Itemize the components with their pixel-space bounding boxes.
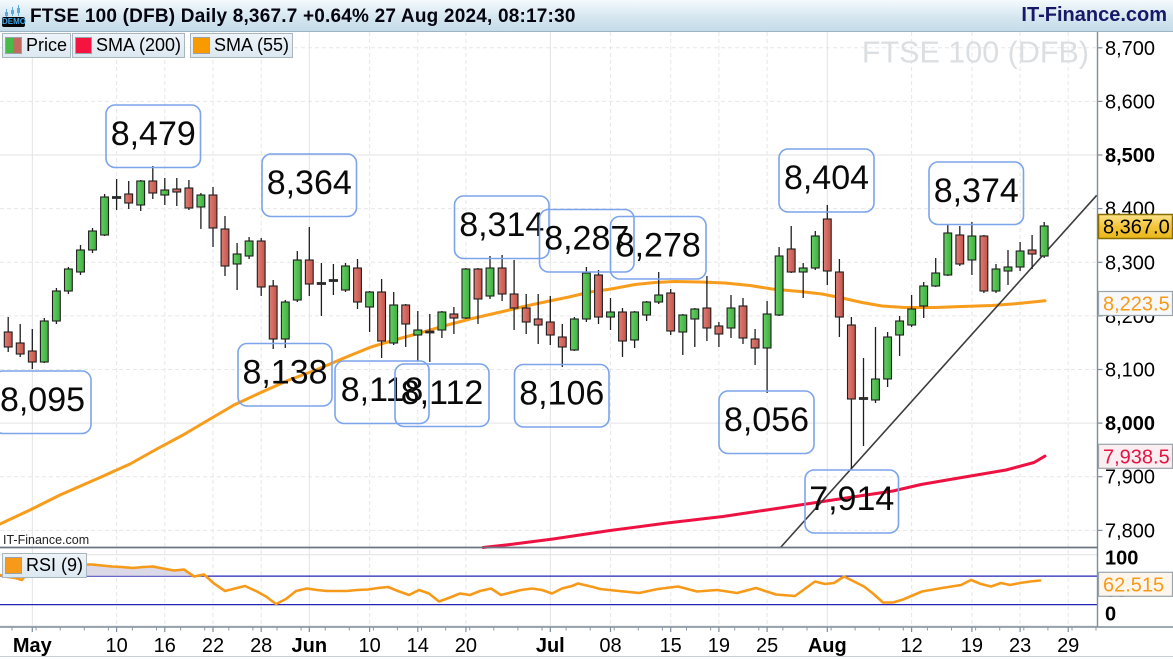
- svg-text:8,600: 8,600: [1105, 91, 1155, 113]
- svg-text:8,112: 8,112: [401, 374, 484, 412]
- svg-text:19: 19: [708, 635, 730, 657]
- svg-text:8,095: 8,095: [0, 381, 85, 419]
- svg-text:8,367.0: 8,367.0: [1103, 217, 1170, 239]
- svg-text:8,138: 8,138: [242, 353, 327, 391]
- svg-text:8,404: 8,404: [784, 159, 869, 197]
- svg-text:8,364: 8,364: [267, 164, 352, 202]
- svg-text:8,278: 8,278: [616, 226, 701, 264]
- svg-text:FTSE 100 (DFB): FTSE 100 (DFB): [862, 36, 1089, 70]
- svg-text:16: 16: [154, 635, 176, 657]
- svg-text:62.515: 62.515: [1103, 574, 1164, 596]
- svg-text:7,914: 7,914: [809, 480, 894, 518]
- svg-text:19: 19: [961, 635, 983, 657]
- svg-text:7,900: 7,900: [1105, 467, 1155, 489]
- svg-text:8,223.5: 8,223.5: [1103, 294, 1170, 316]
- svg-text:IT-Finance.com: IT-Finance.com: [3, 533, 89, 547]
- svg-text:29: 29: [1057, 635, 1079, 657]
- svg-text:08: 08: [599, 635, 621, 657]
- svg-text:0: 0: [1105, 604, 1116, 626]
- svg-text:Aug: Aug: [808, 635, 847, 657]
- svg-text:Jun: Jun: [292, 635, 328, 657]
- svg-text:10: 10: [105, 635, 127, 657]
- svg-text:8,118: 8,118: [341, 371, 424, 409]
- svg-text:100: 100: [1105, 548, 1138, 570]
- svg-text:8,000: 8,000: [1105, 413, 1155, 435]
- svg-text:May: May: [13, 635, 53, 657]
- svg-text:28: 28: [250, 635, 272, 657]
- svg-text:12: 12: [900, 635, 922, 657]
- svg-text:20: 20: [455, 635, 477, 657]
- svg-text:8,314: 8,314: [459, 206, 544, 244]
- svg-text:8,056: 8,056: [724, 401, 809, 439]
- svg-text:15: 15: [660, 635, 682, 657]
- svg-text:8,374: 8,374: [934, 172, 1019, 210]
- svg-text:8,300: 8,300: [1105, 252, 1155, 274]
- svg-text:8,700: 8,700: [1105, 38, 1155, 60]
- svg-text:23: 23: [1009, 635, 1031, 657]
- svg-text:8,479: 8,479: [111, 115, 196, 153]
- svg-text:7,938.5: 7,938.5: [1103, 446, 1170, 468]
- svg-text:10: 10: [358, 635, 380, 657]
- svg-text:8,287: 8,287: [544, 219, 629, 257]
- svg-text:8,106: 8,106: [519, 374, 604, 412]
- svg-text:8,100: 8,100: [1105, 360, 1155, 382]
- svg-text:25: 25: [756, 635, 778, 657]
- svg-text:22: 22: [202, 635, 224, 657]
- svg-text:8,500: 8,500: [1105, 145, 1155, 167]
- svg-text:14: 14: [407, 635, 429, 657]
- svg-text:7,800: 7,800: [1105, 520, 1155, 542]
- svg-text:Jul: Jul: [536, 635, 565, 657]
